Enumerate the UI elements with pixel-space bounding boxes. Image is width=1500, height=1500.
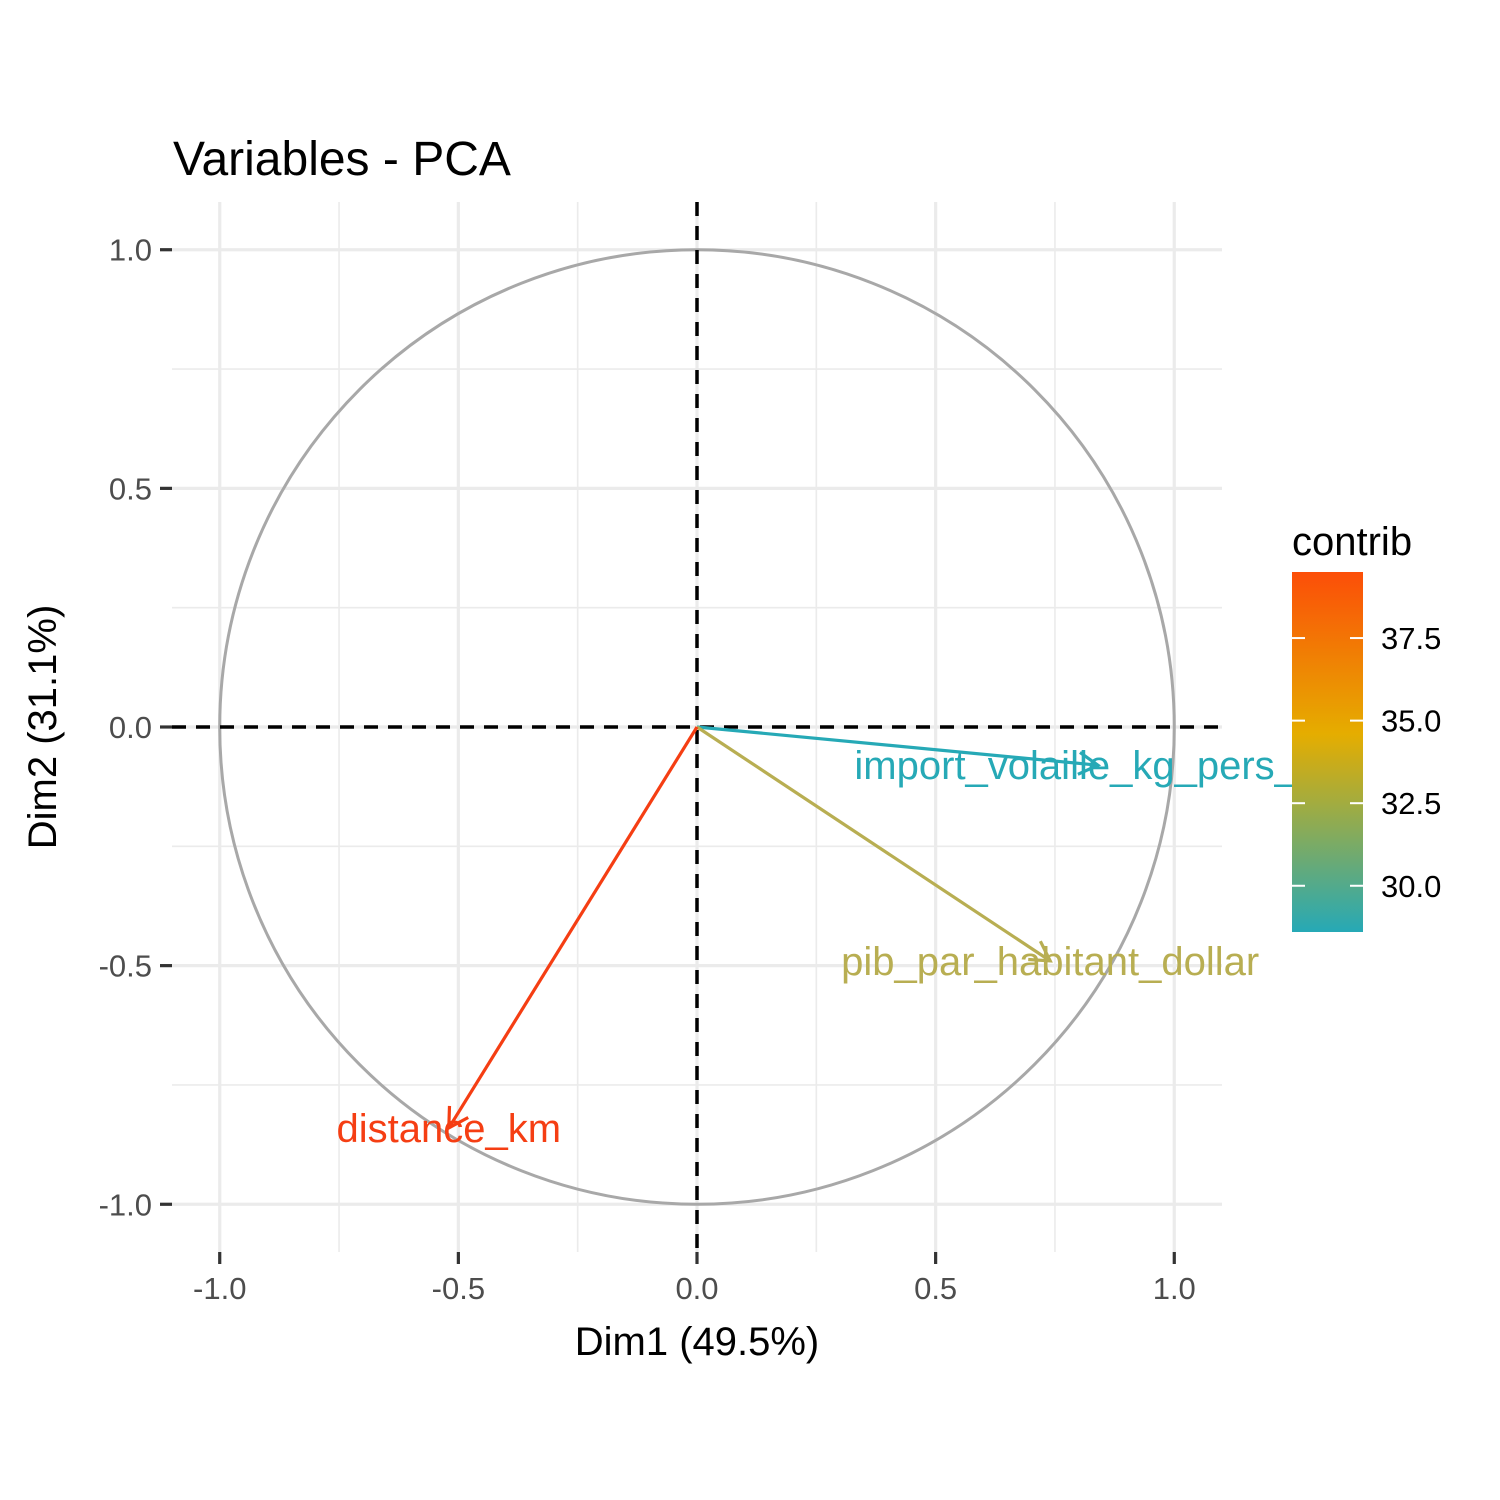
chart-title: Variables - PCA: [173, 133, 511, 186]
contrib-legend: contrib 30.0 32.5 35.0 37.5: [1292, 520, 1441, 932]
legend-ticks: 30.0 32.5 35.0 37.5: [1292, 621, 1441, 904]
variable-label-import_volaille_kg_pers_an: import_volaille_kg_pers_an: [854, 744, 1341, 788]
legend-tick-label: 37.5: [1381, 621, 1441, 656]
y-tick-label: 0.5: [109, 471, 152, 506]
x-tick-label: 0.5: [914, 1271, 957, 1306]
legend-tick-label: 30.0: [1381, 869, 1441, 904]
legend-tick-label: 35.0: [1381, 704, 1441, 739]
arrowhead-import_volaille_kg_pers_an: [1077, 751, 1102, 776]
arrowhead-distance_km: [447, 1105, 469, 1131]
arrow-pib_par_habitant_dollar: [696, 725, 1052, 963]
variable-label-pib_par_habitant_dollar: pib_par_habitant_dollar: [841, 940, 1259, 984]
variable-arrows: [447, 725, 1102, 1131]
legend-title: contrib: [1292, 520, 1412, 564]
x-tick-label: 0.0: [675, 1271, 718, 1306]
y-tick-label: -0.5: [99, 949, 152, 984]
arrow-distance_km: [447, 726, 699, 1129]
y-tick-label: -1.0: [99, 1187, 152, 1222]
x-axis-title: Dim1 (49.5%): [575, 1320, 820, 1364]
x-tick-label: -0.5: [432, 1271, 485, 1306]
plot-panel: import_volaille_kg_pers_an pib_par_habita…: [172, 202, 1341, 1252]
x-tick-label: -1.0: [193, 1271, 246, 1306]
arrowhead-pib_par_habitant_dollar: [1028, 940, 1053, 963]
y-axis: -1.0 -0.5 0.0 0.5 1.0: [99, 233, 172, 1222]
correlation-circle: [218, 248, 1176, 1206]
y-axis-title: Dim2 (31.1%): [21, 605, 65, 850]
y-tick-label: 0.0: [109, 710, 152, 745]
legend-colorbar: [1292, 572, 1363, 932]
x-tick-label: 1.0: [1153, 1271, 1196, 1306]
legend-tick-label: 32.5: [1381, 786, 1441, 821]
y-tick-label: 1.0: [109, 233, 152, 268]
variable-label-distance_km: distance_km: [337, 1107, 562, 1151]
arrow-import_volaille_kg_pers_an: [696, 725, 1099, 767]
x-axis: -1.0 -0.5 0.0 0.5 1.0: [193, 1252, 1196, 1306]
variable-labels: import_volaille_kg_pers_an pib_par_habita…: [337, 744, 1342, 1151]
